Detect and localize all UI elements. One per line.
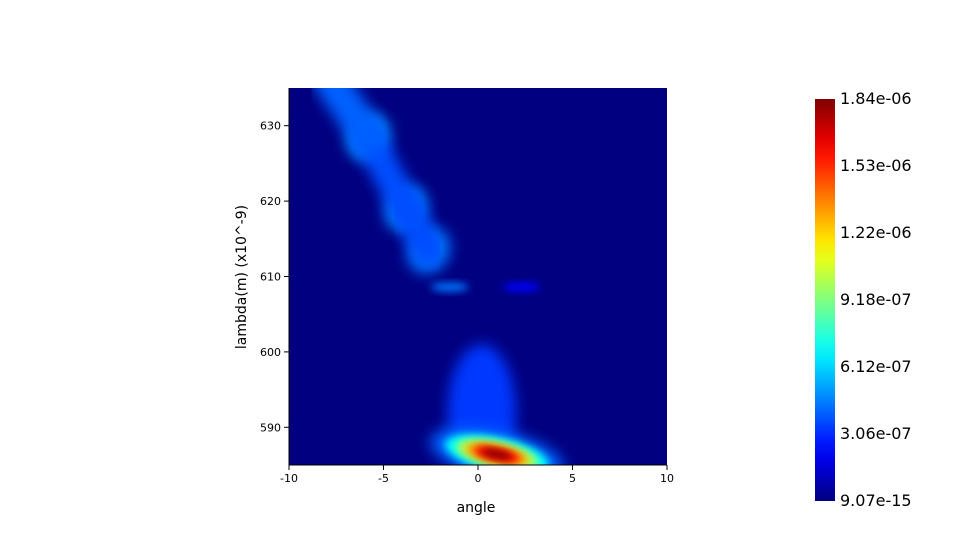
colorbar-tick-label: 1.53e-06 xyxy=(840,156,912,175)
x-tick-label: 5 xyxy=(569,472,576,485)
heatmap-spot xyxy=(502,282,541,292)
colorbar-tick-label: 3.06e-07 xyxy=(840,424,912,443)
colorbar-tick-label: 9.07e-15 xyxy=(840,491,912,510)
y-tick-label: 600 xyxy=(260,346,281,359)
heatmap-spot xyxy=(430,282,469,292)
colorbar-bar xyxy=(815,99,835,501)
y-tick-label: 610 xyxy=(260,271,281,284)
colorbar-tick-label: 1.84e-06 xyxy=(840,89,912,108)
heatmap-peak-ring xyxy=(482,449,512,460)
x-tick-label: -10 xyxy=(280,472,298,485)
x-axis-title: angle xyxy=(457,500,496,516)
colorbar-tick-label: 6.12e-07 xyxy=(840,357,912,376)
x-tick-label: 0 xyxy=(475,472,482,485)
y-tick-label: 630 xyxy=(260,120,281,133)
plot-area xyxy=(289,88,667,465)
y-tick-label: 590 xyxy=(260,421,281,434)
y-tick-label: 620 xyxy=(260,195,281,208)
x-tick-label: 10 xyxy=(660,472,674,485)
colorbar: 1.84e-06 1.53e-06 1.22e-06 9.18e-07 6.12e-07… xyxy=(815,89,912,510)
colorbar-tick-label: 9.18e-07 xyxy=(840,290,912,309)
colorbar-tick-label: 1.22e-06 xyxy=(840,223,912,242)
x-tick-label: -5 xyxy=(378,472,389,485)
y-axis-title: lambda(m) (x10^-9) xyxy=(234,205,250,349)
x-axis: -10 -5 0 5 10 angle xyxy=(280,464,674,516)
y-axis: 590 600 610 620 630 lambda(m) (x10^-9) xyxy=(234,88,290,465)
heatmap-streak-segment xyxy=(315,88,386,155)
